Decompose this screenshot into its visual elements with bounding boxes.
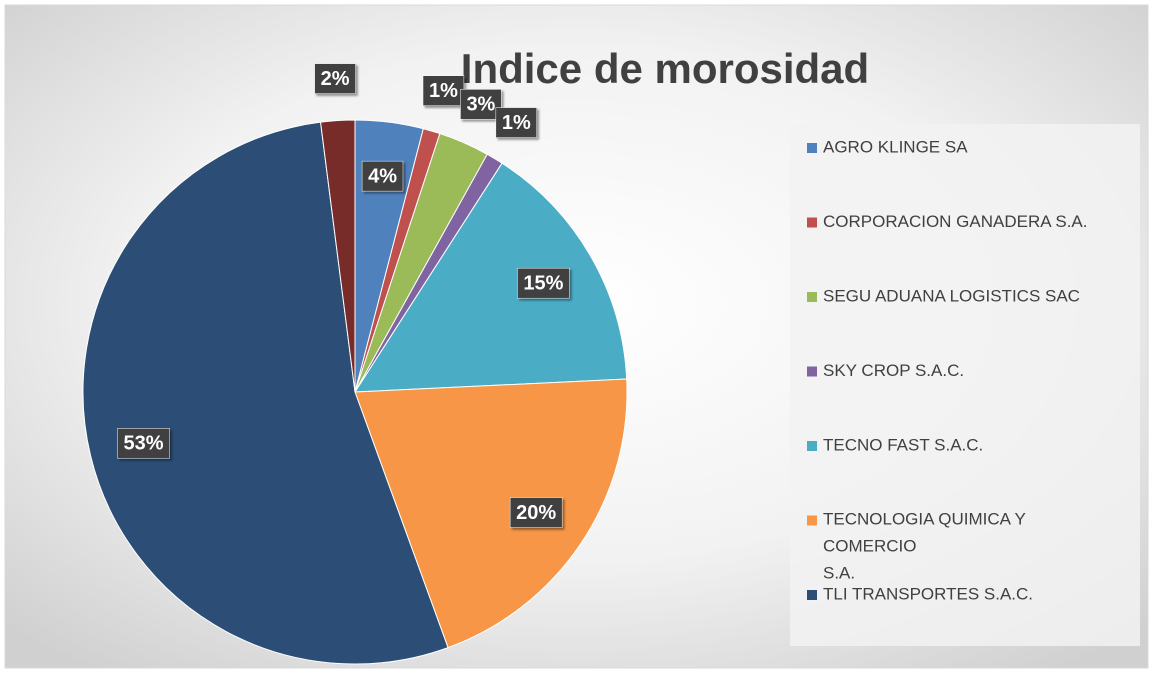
- legend-box: [790, 124, 1140, 646]
- legend-swatch: [807, 366, 817, 377]
- pie-slice: [354, 378, 628, 649]
- value-label: 4%: [368, 165, 397, 187]
- value-label: 15%: [523, 272, 563, 294]
- pie: [82, 119, 628, 665]
- value-label: 53%: [124, 433, 164, 455]
- pie-slice: [82, 121, 449, 665]
- legend-swatch: [807, 292, 817, 302]
- legend-text: TLI TRANSPORTES S.A.C.: [823, 584, 1033, 603]
- legend-swatch: [807, 143, 817, 153]
- pie-slice: [320, 119, 356, 393]
- legend-text: SKY CROP S.A.C.: [823, 361, 964, 380]
- value-label-box: [422, 75, 465, 106]
- legend-swatch: [807, 590, 817, 600]
- legend-swatch: [807, 515, 817, 526]
- value-label-group: 53%: [117, 428, 170, 459]
- value-label: 1%: [502, 112, 531, 134]
- legend-text: SEGU ADUANA LOGISTICS SAC: [823, 286, 1080, 305]
- legend-swatch: [807, 441, 817, 451]
- legend-text: CORPORACION GANADERA S.A.: [823, 212, 1088, 231]
- labels: 4% 1% 3% 1% 15% 20% 53% 2%: [117, 63, 570, 528]
- pie-slice: [354, 162, 628, 393]
- value-label-group: 4%: [361, 160, 404, 192]
- value-label: 20%: [516, 502, 556, 524]
- value-label-box: [361, 160, 404, 192]
- legend: AGRO KLINGE SA CORPORACION GANADERA S.A. S…: [807, 137, 1088, 603]
- value-label: 1%: [429, 80, 458, 102]
- value-label-group: 15%: [517, 267, 570, 299]
- legend-text: TECNOLOGIA QUIMICA Y COMERCIO S.A.: [823, 510, 1026, 583]
- value-label-box: [509, 497, 563, 528]
- legend-text: AGRO KLINGE SA: [823, 137, 968, 156]
- value-label-box: [495, 107, 537, 138]
- value-label-group: 1%: [495, 107, 537, 138]
- legend-swatch: [807, 217, 817, 228]
- value-label-group: 20%: [509, 497, 563, 528]
- value-label-group: 3%: [460, 89, 502, 120]
- value-label-box: [117, 428, 170, 459]
- value-label-box: [314, 63, 356, 94]
- value-label-box: [517, 267, 570, 299]
- legend-text: TECNO FAST S.A.C.: [823, 435, 983, 454]
- value-label: 2%: [321, 68, 350, 90]
- chart-title: Indice de morosidad: [461, 45, 869, 92]
- value-label-group: 2%: [314, 63, 356, 94]
- value-label: 3%: [466, 94, 495, 116]
- value-label-group: 1%: [422, 75, 465, 106]
- value-label-box: [460, 89, 502, 120]
